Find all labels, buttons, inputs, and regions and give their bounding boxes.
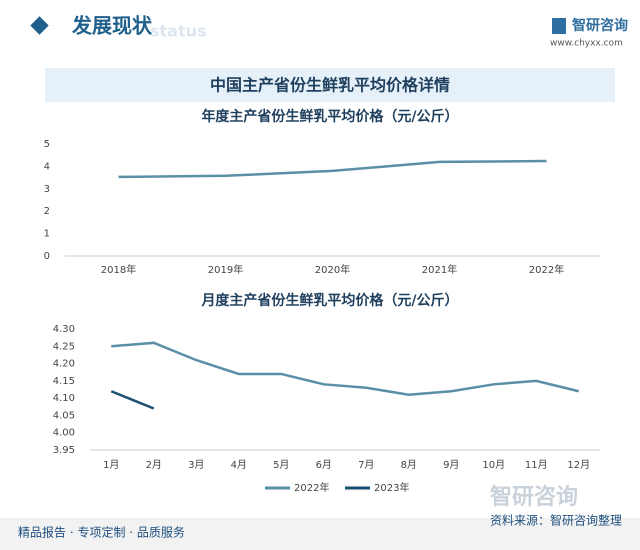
x-tick-label: 5月 [273,459,289,471]
series-line [118,159,547,179]
series-line [111,341,580,396]
x-tick-label: 7月 [358,459,374,471]
y-tick-label: 4.30 [53,324,75,335]
header-url: www.chyxx.com [550,39,623,49]
logo-icon [552,18,566,34]
y-tick-label: 4.00 [53,428,75,439]
series-line [110,390,155,410]
y-tick-label: 4.20 [53,359,75,370]
x-tick-label: 8月 [401,459,417,471]
legend-label: 2023年 [374,481,409,494]
chart-title: 年度主产省份生鲜乳平均价格（元/公斤） [201,108,458,125]
y-tick-label: 4.15 [53,376,75,387]
y-tick-label: 2 [44,206,50,217]
x-tick-label: 2021年 [422,263,457,276]
x-tick-label: 9月 [443,459,459,471]
y-tick-label: 0 [44,251,50,262]
chart-title: 月度主产省份生鲜乳平均价格（元/公斤） [200,292,458,309]
y-tick-label: 1 [44,229,50,240]
x-tick-label: 2018年 [101,263,136,276]
x-tick-label: 4月 [231,459,247,471]
x-tick-label: 10月 [482,459,505,471]
y-tick-label: 3 [44,184,50,195]
header-diamond [30,16,49,35]
legend-label: 2022年 [294,481,329,494]
panel-title: 中国主产省份生鲜乳平均价格详情 [210,76,450,95]
header-subtitle: status [150,22,207,41]
x-tick-label: 2月 [146,459,162,471]
y-tick-label: 4.05 [53,410,75,421]
x-tick-label: 2019年 [208,263,243,276]
y-tick-label: 5 [44,139,50,150]
x-tick-label: 2022年 [529,263,564,276]
y-tick-label: 4 [44,161,50,172]
x-tick-label: 11月 [525,459,548,471]
header-title: 发展现状 [71,14,153,38]
footer-logo: 智研咨询 [490,484,578,510]
panel-band [45,68,615,102]
x-tick-label: 6月 [316,459,332,471]
footer-band [0,518,640,550]
header-logo: 智研咨询 [571,17,628,34]
footer-source: 资料来源：智研咨询整理 [490,513,622,528]
x-tick-label: 12月 [567,459,590,471]
x-tick-label: 3月 [188,459,204,471]
footer-left: 精品报告 · 专项定制 · 品质服务 [18,525,185,540]
y-tick-label: 3.95 [53,445,75,456]
x-tick-label: 2020年 [315,263,350,276]
x-tick-label: 1月 [103,459,119,471]
y-tick-label: 4.10 [53,393,75,404]
y-tick-label: 4.25 [53,341,75,352]
